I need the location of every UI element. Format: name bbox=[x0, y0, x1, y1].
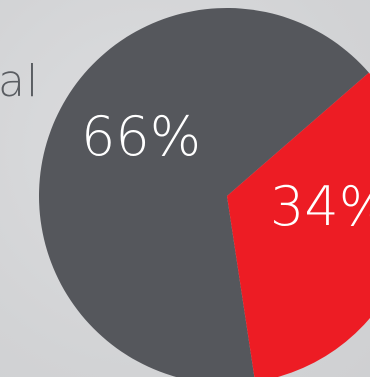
pie-slices bbox=[39, 8, 370, 377]
pie-slice-66 bbox=[39, 8, 369, 377]
cropped-category-label: al bbox=[0, 56, 40, 107]
pie-label-66: 66% bbox=[81, 105, 201, 168]
pie-label-34: 34% bbox=[270, 175, 370, 238]
pie-slice-34 bbox=[227, 72, 370, 377]
pie-labels: 66% 34% bbox=[81, 105, 370, 238]
